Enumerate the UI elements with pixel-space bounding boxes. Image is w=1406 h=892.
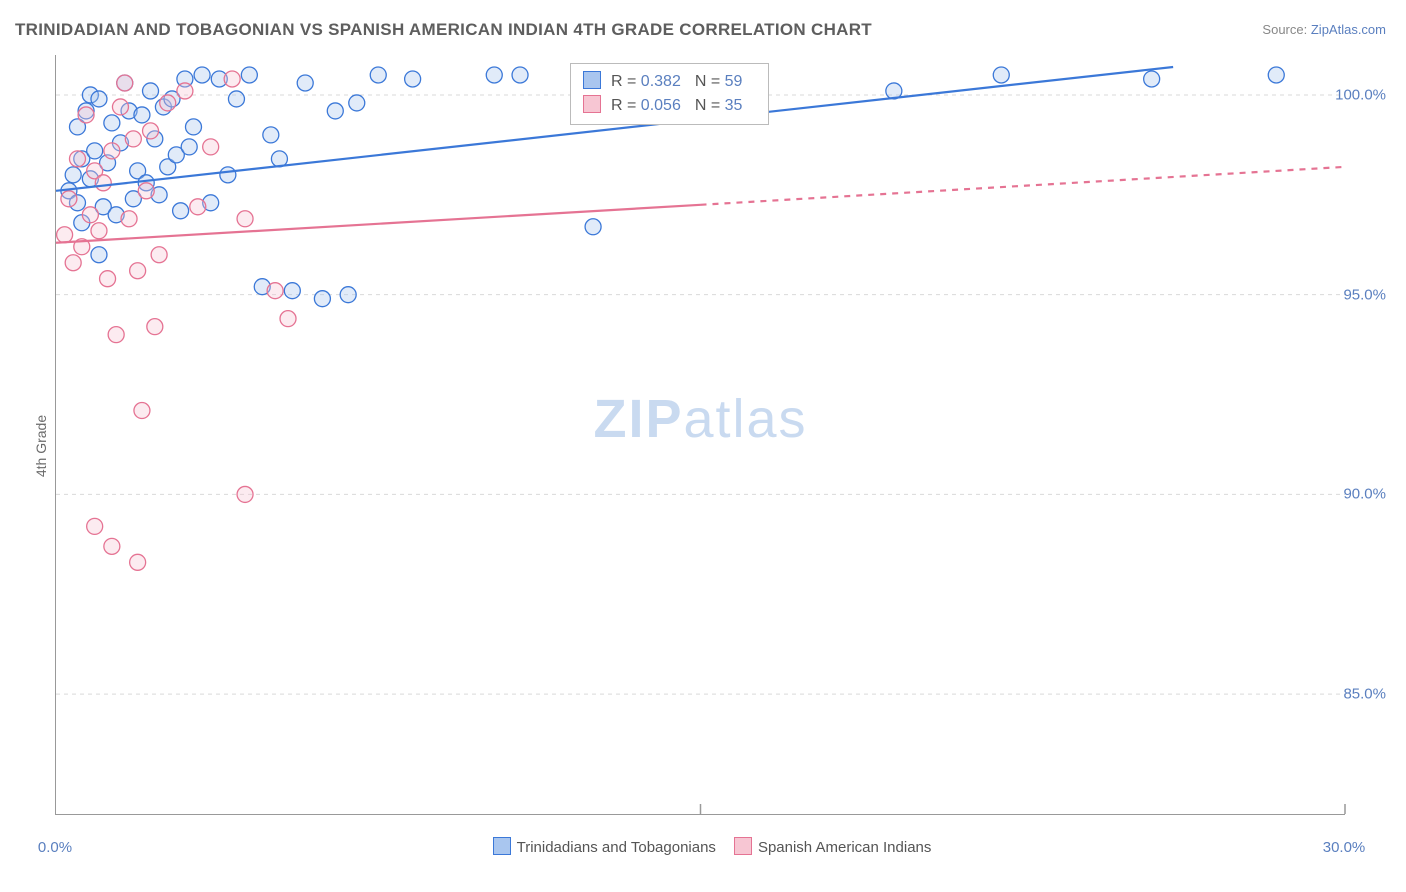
spanish-point xyxy=(104,538,120,554)
spanish-point xyxy=(130,554,146,570)
trinidad-point xyxy=(87,143,103,159)
series-legend: Trinidadians and Tobagonians Spanish Amer… xyxy=(0,837,1406,856)
trinidad-point xyxy=(143,83,159,99)
trinidad-point xyxy=(349,95,365,111)
y-tick-label: 100.0% xyxy=(1335,86,1386,103)
source-link[interactable]: ZipAtlas.com xyxy=(1311,22,1386,37)
y-tick-label: 90.0% xyxy=(1343,486,1386,503)
chart-container: TRINIDADIAN AND TOBAGONIAN VS SPANISH AM… xyxy=(0,0,1406,892)
spanish-point xyxy=(95,175,111,191)
n-value: 35 xyxy=(725,97,743,114)
legend-swatch-trinidad xyxy=(493,837,511,855)
spanish-point xyxy=(237,211,253,227)
spanish-point xyxy=(203,139,219,155)
y-tick-label: 85.0% xyxy=(1343,686,1386,703)
r-label: R = xyxy=(611,97,641,114)
y-tick-label: 95.0% xyxy=(1343,286,1386,303)
trinidad-point xyxy=(185,119,201,135)
spanish-point xyxy=(108,327,124,343)
source-label: Source: xyxy=(1262,22,1307,37)
spanish-point xyxy=(87,518,103,534)
trinidad-point xyxy=(194,67,210,83)
trinidad-point xyxy=(134,107,150,123)
n-label: N = xyxy=(695,73,725,90)
plot-area: ZIPatlas xyxy=(55,55,1345,815)
trinidad-point xyxy=(91,91,107,107)
trinidad-point xyxy=(173,203,189,219)
spanish-point xyxy=(237,486,253,502)
trinidad-point xyxy=(284,283,300,299)
trinidad-point xyxy=(241,67,257,83)
trinidad-point xyxy=(91,247,107,263)
trinidad-point xyxy=(220,167,236,183)
trinidad-point xyxy=(181,139,197,155)
trinidad-point xyxy=(1268,67,1284,83)
spanish-point xyxy=(134,403,150,419)
spanish-point xyxy=(104,143,120,159)
trinidad-point xyxy=(405,71,421,87)
trinidad-point xyxy=(297,75,313,91)
spanish-point xyxy=(138,183,154,199)
chart-title: TRINIDADIAN AND TOBAGONIAN VS SPANISH AM… xyxy=(15,20,872,40)
trinidad-point xyxy=(585,219,601,235)
spanish-point xyxy=(78,107,94,123)
trinidad-point xyxy=(263,127,279,143)
spanish-point xyxy=(117,75,133,91)
source-attribution: Source: ZipAtlas.com xyxy=(1262,22,1386,37)
spanish-point xyxy=(143,123,159,139)
legend-swatch-trinidad xyxy=(583,71,601,89)
spanish-point xyxy=(280,311,296,327)
spanish-point xyxy=(91,223,107,239)
spanish-point xyxy=(224,71,240,87)
trinidad-point xyxy=(314,291,330,307)
trinidad-point xyxy=(993,67,1009,83)
r-value: 0.056 xyxy=(641,97,681,114)
correlation-row-trinidad: R = 0.382 N = 59 xyxy=(583,70,756,94)
spanish-trendline-extrapolated xyxy=(701,167,1346,205)
spanish-point xyxy=(100,271,116,287)
spanish-point xyxy=(61,191,77,207)
trinidad-point xyxy=(1144,71,1160,87)
trinidad-point xyxy=(228,91,244,107)
spanish-trendline xyxy=(56,205,701,243)
r-value: 0.382 xyxy=(641,73,681,90)
spanish-point xyxy=(65,255,81,271)
n-label: N = xyxy=(695,97,725,114)
legend-label-trinidad: Trinidadians and Tobagonians xyxy=(517,839,716,856)
r-label: R = xyxy=(611,73,641,90)
trinidad-point xyxy=(327,103,343,119)
trinidad-point xyxy=(340,287,356,303)
plot-svg xyxy=(56,55,1345,814)
legend-swatch-spanish xyxy=(583,95,601,113)
spanish-point xyxy=(69,151,85,167)
spanish-point xyxy=(160,95,176,111)
spanish-point xyxy=(121,211,137,227)
y-axis-label: 4th Grade xyxy=(33,415,49,477)
spanish-point xyxy=(190,199,206,215)
spanish-point xyxy=(130,263,146,279)
spanish-point xyxy=(57,227,73,243)
trinidad-point xyxy=(512,67,528,83)
trinidad-point xyxy=(486,67,502,83)
spanish-point xyxy=(112,99,128,115)
trinidad-point xyxy=(370,67,386,83)
n-value: 59 xyxy=(725,73,743,90)
trinidad-point xyxy=(104,115,120,131)
spanish-point xyxy=(147,319,163,335)
spanish-point xyxy=(267,283,283,299)
legend-swatch-spanish xyxy=(734,837,752,855)
correlation-legend-box: R = 0.382 N = 59 R = 0.056 N = 35 xyxy=(570,63,769,125)
spanish-point xyxy=(151,247,167,263)
correlation-row-spanish: R = 0.056 N = 35 xyxy=(583,94,756,118)
spanish-point xyxy=(177,83,193,99)
trinidad-point xyxy=(65,167,81,183)
spanish-point xyxy=(82,207,98,223)
spanish-point xyxy=(125,131,141,147)
legend-label-spanish: Spanish American Indians xyxy=(758,839,931,856)
